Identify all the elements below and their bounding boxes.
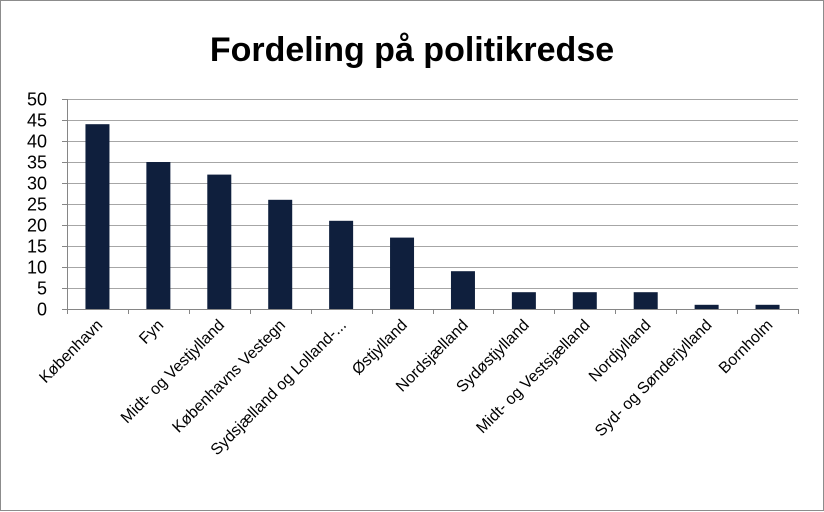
x-category-label: Midt- og Vestsjælland — [473, 317, 593, 437]
y-tick-label: 35 — [27, 153, 47, 173]
bar — [511, 292, 536, 309]
x-category-label: Fyn — [136, 317, 167, 348]
axes — [62, 99, 799, 314]
y-tick-label: 15 — [27, 237, 47, 257]
bar — [450, 271, 475, 309]
x-category-label: Bornholm — [716, 317, 776, 377]
y-tick-label: 10 — [27, 258, 47, 278]
x-category-label: Midt- og Vestjylland — [118, 317, 228, 427]
bar — [146, 162, 171, 309]
bars — [85, 124, 780, 309]
x-category-label: Københavns Vestegn — [169, 317, 289, 437]
bar — [694, 304, 719, 309]
x-category-label: Syd- og Sønderjylland — [592, 317, 715, 440]
x-category-label: Østjylland — [349, 317, 411, 379]
bar — [85, 124, 110, 309]
bar — [755, 304, 780, 309]
y-tick-label: 50 — [27, 90, 47, 110]
y-tick-label: 20 — [27, 216, 47, 236]
y-tick-label: 30 — [27, 174, 47, 194]
bar — [572, 292, 597, 309]
y-tick-label: 0 — [37, 300, 47, 320]
y-tick-label: 25 — [27, 195, 47, 215]
y-tick-label: 5 — [37, 279, 47, 299]
gridlines — [67, 99, 798, 289]
bar — [633, 292, 658, 309]
bar — [329, 220, 354, 309]
bar — [390, 237, 415, 309]
y-tick-label: 40 — [27, 132, 47, 152]
chart-title: Fordeling på politikredse — [210, 31, 614, 69]
x-category-label: København — [36, 317, 106, 387]
bar — [207, 174, 232, 309]
y-tick-label: 45 — [27, 111, 47, 131]
bar — [268, 199, 293, 309]
